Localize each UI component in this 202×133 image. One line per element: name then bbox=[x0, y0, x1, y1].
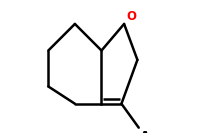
Text: O: O bbox=[126, 10, 136, 23]
Text: Ac: Ac bbox=[139, 130, 157, 133]
